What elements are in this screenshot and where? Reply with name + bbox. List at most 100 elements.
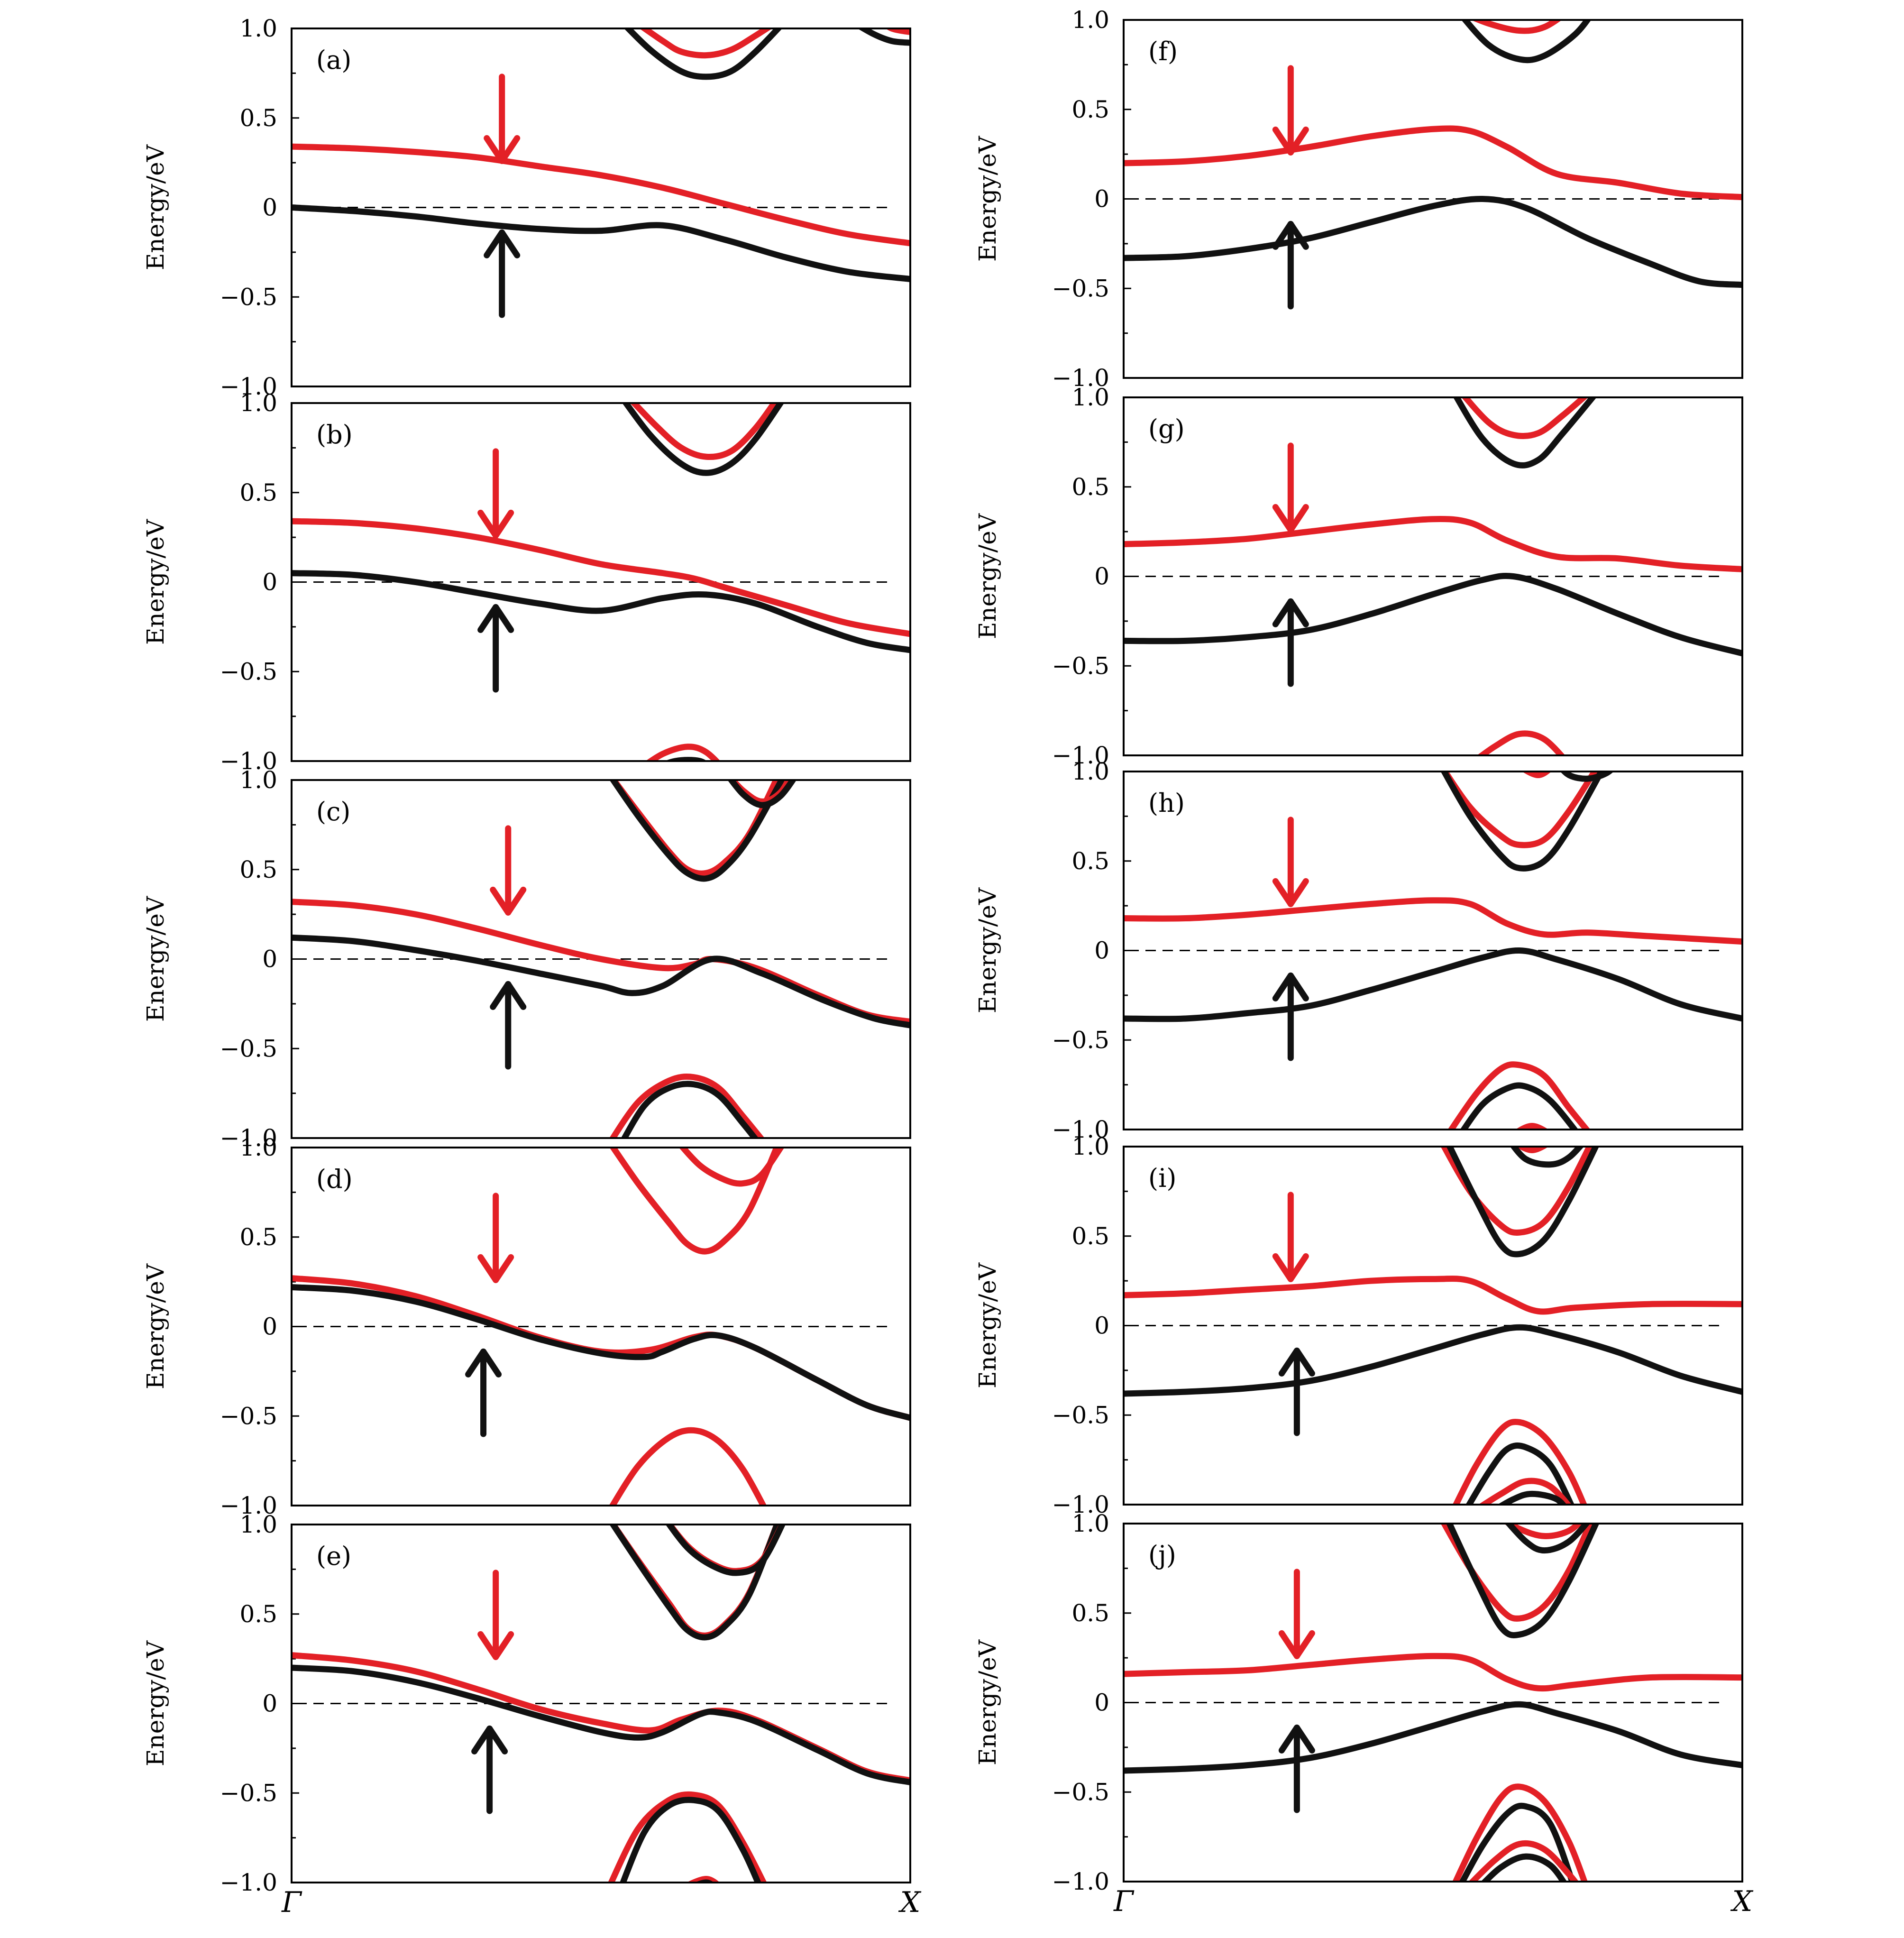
plot-frame: [1123, 396, 1743, 756]
spin-up-band: [1478, 1478, 1572, 1505]
y-tick-label: −1.0: [220, 1869, 277, 1896]
red-arrow: [1272, 817, 1309, 907]
y-tick-label: 1.0: [1071, 1510, 1109, 1537]
y-axis-label: Energy/eV: [142, 519, 169, 645]
panel-f: 1.0 0.5 0 −0.5 −1.0 Energy/eV (f): [974, 6, 1743, 392]
spin-down-band: [857, 28, 910, 46]
y-tick-label: −0.5: [1052, 1778, 1109, 1806]
spin-up-band: [292, 899, 910, 1025]
y-tick-label: −0.5: [1052, 652, 1109, 680]
spin-down-band: [1461, 20, 1592, 64]
spin-up-band: [1477, 730, 1565, 755]
spin-down-band: [1124, 1324, 1742, 1397]
spin-up-band: [885, 28, 910, 36]
y-tick-label: −1.0: [220, 1492, 277, 1519]
y-tick-label: 1.0: [1071, 758, 1109, 785]
spin-up-band: [678, 1148, 785, 1187]
plot-frame: [1123, 19, 1743, 379]
y-tick-label: −0.5: [220, 1402, 277, 1430]
y-axis-label: Energy/eV: [974, 513, 1001, 639]
spin-up-band: [1515, 1147, 1549, 1154]
panel-d: 1.0 0.5 0 −0.5 −1.0 Energy/eV (d): [142, 1134, 911, 1519]
y-axis-label: Energy/eV: [974, 887, 1001, 1013]
band-lines: [292, 1148, 910, 1506]
y-tick-label: 1.0: [1071, 6, 1109, 34]
y-axis-label: Energy/eV: [142, 144, 169, 270]
band-lines: [292, 403, 910, 761]
spin-up-band: [630, 403, 778, 460]
y-tick-label: 0: [1094, 185, 1109, 213]
black-arrow: [465, 1348, 502, 1437]
spin-down-band: [1453, 397, 1597, 468]
y-tick-label: 0.5: [239, 1223, 277, 1251]
y-axis-label: Energy/eV: [142, 896, 169, 1022]
band-lines: [1124, 1147, 1742, 1505]
panel-label: (g): [1148, 414, 1185, 444]
y-tick-label: −1.0: [220, 747, 277, 775]
panel-c: 1.0 0.5 0 −0.5 −1.0 Energy/eV (c): [142, 766, 911, 1152]
black-arrow: [1272, 220, 1309, 310]
panel-label: (c): [316, 797, 350, 827]
red-arrow: [490, 825, 527, 916]
spin-down-band: [609, 780, 786, 882]
spin-up-band: [1124, 125, 1742, 201]
panel-label: (i): [1148, 1163, 1176, 1193]
y-tick-label: 0: [1094, 563, 1109, 590]
band-lines: [292, 780, 910, 1138]
spin-down-band: [1124, 195, 1742, 288]
spin-down-band: [621, 1081, 759, 1138]
panel-a: 1.0 0.5 0 −0.5 −1.0 Energy/eV (a): [142, 15, 911, 400]
spin-up-band: [645, 744, 721, 761]
black-arrow: [471, 1725, 508, 1814]
spin-down-band: [1460, 1082, 1579, 1130]
y-tick-label: 0.5: [239, 479, 277, 506]
y-tick-label: −1.0: [1052, 1868, 1109, 1895]
plot-frame: [1123, 1523, 1743, 1883]
spin-up-band: [1471, 20, 1562, 34]
black-arrow: [1272, 972, 1309, 1061]
spin-up-band: [1441, 772, 1598, 848]
band-lines: [292, 28, 910, 282]
red-arrow: [477, 448, 514, 539]
red-arrow: [477, 1570, 514, 1660]
y-tick-label: 0.5: [239, 856, 277, 883]
panels-root: 1.0 0.5 0 −0.5 −1.0 Energy/eV (a) 1.0 0.5 0 −0.5 −1…: [142, 6, 1754, 1919]
y-tick-label: 0: [262, 569, 277, 596]
y-tick-label: 0.5: [1071, 96, 1109, 123]
y-axis-label: Energy/eV: [142, 1263, 169, 1389]
spin-down-band: [664, 757, 707, 761]
y-tick-label: −1.0: [1052, 742, 1109, 769]
spin-down-band: [1459, 1802, 1575, 1882]
x-label-x: X: [898, 1886, 922, 1919]
spin-down-band: [1124, 1701, 1742, 1774]
spin-down-band: [1481, 1853, 1567, 1882]
y-tick-label: 0: [1094, 937, 1109, 964]
y-tick-label: 1.0: [1071, 384, 1109, 411]
spin-down-band: [292, 204, 910, 282]
red-arrow: [477, 1193, 514, 1283]
spin-up-band: [1461, 397, 1589, 440]
spin-up-band: [609, 1074, 765, 1138]
y-tick-label: −1.0: [1052, 1116, 1109, 1143]
black-arrow: [484, 229, 521, 318]
spin-down-band: [1504, 1524, 1591, 1554]
plot-frame: [291, 402, 911, 762]
spin-up-band: [1124, 897, 1742, 945]
y-tick-label: −0.5: [1052, 275, 1109, 302]
panel-label: (d): [316, 1164, 353, 1194]
spin-down-band: [1446, 1147, 1599, 1258]
spin-up-band: [1124, 1276, 1742, 1315]
black-arrow: [490, 981, 527, 1070]
panel-i: 1.0 0.5 0 −0.5 −1.0 Energy/eV (i): [974, 1133, 1743, 1518]
y-tick-label: 0.5: [1071, 473, 1109, 501]
spin-down-band: [665, 1525, 786, 1576]
plot-frame: [1123, 1146, 1743, 1506]
black-arrow: [477, 604, 514, 693]
panel-e: 1.0 0.5 0 −0.5 −1.0 Energy/eV (e) Γ X: [142, 1511, 922, 1919]
panel-g: 1.0 0.5 0 −0.5 −1.0 Energy/eV (g): [974, 384, 1743, 769]
red-arrow: [1272, 442, 1309, 533]
band-lines: [1124, 397, 1742, 755]
panel-label: (a): [316, 45, 351, 75]
spin-up-band: [610, 780, 780, 877]
